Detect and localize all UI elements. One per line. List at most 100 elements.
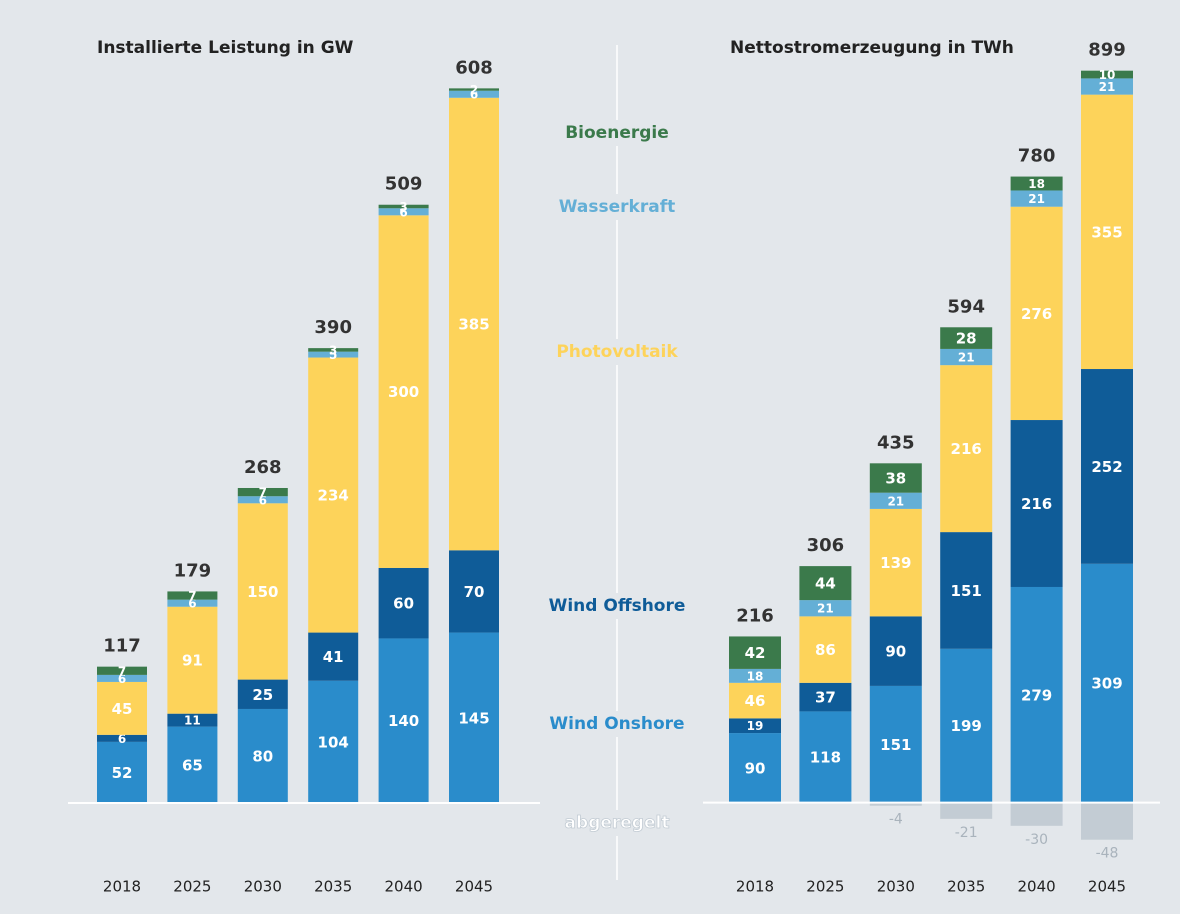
total-label: 268 [244, 457, 282, 478]
data-label: 118 [810, 749, 841, 767]
bar-segment [378, 208, 429, 216]
total-label: 899 [1088, 40, 1126, 61]
data-label: 10 [1099, 68, 1116, 82]
total-label: 306 [807, 535, 845, 556]
bar-segment [869, 492, 922, 509]
bar-segment [237, 708, 288, 803]
bar-segment [729, 718, 781, 734]
data-label: 151 [880, 736, 911, 754]
data-label: -30 [1025, 832, 1048, 848]
bar-segment [869, 685, 922, 803]
bar-segment [1010, 190, 1063, 207]
bar-segment [940, 648, 993, 803]
bar-segment [378, 638, 429, 803]
bar-segment [237, 496, 288, 504]
data-label: 21 [1028, 192, 1045, 206]
data-label: 7 [259, 486, 267, 500]
data-label: 6 [399, 205, 407, 219]
bar-segment [378, 567, 429, 639]
data-label: 7 [188, 589, 196, 603]
bar-segment [97, 681, 147, 735]
data-label: 6 [470, 88, 478, 102]
bar-segment [1010, 206, 1063, 421]
data-label: 46 [745, 692, 766, 710]
bar-segment [237, 503, 288, 680]
bar-segment [167, 606, 218, 714]
bar-segment [378, 204, 429, 209]
data-label: 385 [458, 316, 489, 334]
data-label: 355 [1091, 223, 1122, 241]
data-label: 42 [745, 644, 766, 662]
total-label: 608 [455, 57, 493, 78]
data-label: 19 [747, 719, 764, 733]
total-label: 117 [103, 636, 141, 657]
bar-segment [940, 365, 993, 533]
total-label: 216 [736, 605, 774, 626]
total-label: 594 [947, 296, 985, 317]
bar-segment [449, 97, 499, 551]
data-label: 216 [1021, 495, 1052, 513]
data-label: 5 [329, 348, 337, 362]
bar-segment [1081, 78, 1133, 95]
legend-label: Bioenergie [565, 123, 669, 143]
legend-label: Wasserkraft [559, 197, 675, 217]
data-label: 309 [1091, 675, 1122, 693]
bar-segment [237, 679, 288, 709]
legend-label: abgeregelt [565, 813, 670, 833]
data-label: 65 [182, 756, 203, 774]
data-label: 300 [388, 383, 419, 401]
data-label: 6 [188, 597, 196, 611]
bar-segment [1010, 176, 1063, 191]
data-label: 80 [252, 747, 273, 765]
data-label: 145 [458, 709, 489, 727]
data-label: 104 [318, 733, 349, 751]
data-label: 21 [817, 602, 834, 616]
bar-segment [1081, 369, 1133, 564]
data-label: 70 [464, 583, 485, 601]
x-tick-label: 2040 [1018, 878, 1056, 896]
bar-segment [378, 215, 429, 568]
data-label: -4 [889, 812, 903, 828]
total-label: 509 [385, 174, 423, 195]
data-label: 199 [951, 717, 982, 735]
bar-segment [167, 599, 218, 607]
legend-backdrop [535, 711, 699, 737]
data-label: 90 [745, 759, 766, 777]
data-label: 90 [885, 643, 906, 661]
bar-segment [729, 636, 781, 669]
bar-segment [799, 682, 852, 712]
data-label: 18 [1028, 177, 1045, 191]
bar-segment [97, 674, 147, 682]
data-label: 25 [252, 686, 273, 704]
data-label: 216 [951, 440, 982, 458]
data-label: 41 [323, 648, 344, 666]
bar-segment [729, 682, 781, 719]
data-label: -21 [955, 825, 978, 841]
bar-segment [940, 348, 993, 366]
data-label: 6 [259, 493, 267, 507]
legend-backdrop [535, 194, 699, 220]
bar-segment [799, 600, 852, 617]
data-label: 38 [885, 470, 906, 488]
chart-title: Installierte Leistung in GW [97, 38, 354, 58]
x-tick-label: 2035 [314, 878, 352, 896]
data-label: 3 [399, 200, 407, 214]
data-label: 91 [182, 652, 203, 670]
bar-segment [1010, 586, 1063, 803]
data-label: 86 [815, 641, 836, 659]
bar-segment [1010, 802, 1063, 826]
bar-segment [449, 88, 499, 91]
data-label: 2 [470, 83, 478, 97]
x-tick-label: 2030 [244, 878, 282, 896]
bar-segment [237, 487, 288, 497]
data-label: 18 [747, 669, 764, 683]
data-label: 44 [815, 575, 836, 593]
data-label: 28 [956, 330, 977, 348]
bar-segment [1010, 420, 1063, 587]
data-label: 276 [1021, 305, 1052, 323]
data-label: 6 [118, 732, 126, 746]
bar-segment [799, 711, 852, 803]
legend-backdrop [535, 339, 699, 365]
chart-title: Nettostromerzeugung in TWh [730, 38, 1014, 58]
bar-segment [940, 532, 993, 649]
